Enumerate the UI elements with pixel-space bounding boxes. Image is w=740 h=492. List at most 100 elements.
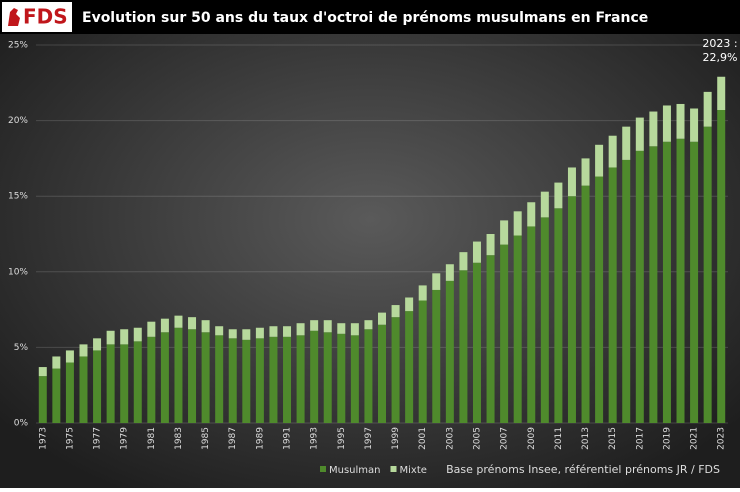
- x-tick-label: 2013: [581, 427, 591, 450]
- bar-segment: [65, 362, 74, 423]
- bar-segment: [337, 323, 346, 334]
- y-tick-label: 10%: [8, 267, 28, 277]
- x-tick-label: 2007: [500, 427, 510, 450]
- chart-title: Evolution sur 50 ans du taux d'octroi de…: [82, 10, 648, 26]
- bar-segment: [296, 323, 305, 336]
- bar-segment: [405, 311, 414, 423]
- bar-segment: [201, 332, 210, 423]
- bar-segment: [608, 167, 617, 423]
- bar-segment: [38, 367, 47, 377]
- bar-segment: [459, 252, 468, 271]
- bar-segment: [79, 356, 88, 423]
- bar-segment: [52, 368, 61, 423]
- x-tick-label: 1981: [147, 427, 157, 450]
- x-tick-label: 1991: [283, 427, 293, 450]
- bar-segment: [106, 344, 115, 423]
- x-tick-label: 2017: [635, 427, 645, 450]
- bar-segment: [690, 141, 699, 423]
- logo-icon: [8, 8, 20, 26]
- bar-segment: [676, 138, 685, 423]
- bar-segment: [93, 338, 102, 351]
- bar-segment: [310, 330, 319, 423]
- bar-segment: [649, 111, 658, 147]
- bar-segment: [418, 300, 427, 423]
- bar-segment: [486, 255, 495, 423]
- bar-segment: [120, 329, 129, 345]
- bar-segment: [350, 323, 359, 336]
- bar-segment: [296, 335, 305, 423]
- bar-segment: [418, 285, 427, 301]
- bar-segment: [147, 321, 156, 337]
- header: [0, 0, 740, 34]
- bar-segment: [540, 217, 549, 423]
- x-tick-label: 1999: [391, 427, 401, 450]
- bar-segment: [405, 297, 414, 312]
- bar-segment: [622, 126, 631, 160]
- bar-segment: [581, 185, 590, 423]
- bar-segment: [662, 105, 671, 142]
- bar-segment: [486, 234, 495, 256]
- bar-segment: [635, 117, 644, 151]
- legend-label: Musulman: [329, 465, 381, 476]
- x-tick-label: 2011: [554, 427, 564, 450]
- bar-segment: [581, 158, 590, 186]
- bar-segment: [513, 211, 522, 236]
- bar-segment: [432, 289, 441, 423]
- bar-segment: [554, 208, 563, 423]
- bar-segment: [717, 110, 726, 424]
- bar-segment: [364, 329, 373, 423]
- bar-segment: [269, 326, 278, 337]
- bar-segment: [133, 327, 142, 342]
- bar-segment: [364, 320, 373, 330]
- y-tick-label: 20%: [8, 116, 28, 126]
- x-tick-label: 1985: [201, 427, 211, 450]
- annotation: 2023 :: [702, 37, 737, 50]
- annotation: 22,9%: [703, 51, 738, 64]
- x-tick-label: 2003: [445, 427, 455, 450]
- x-tick-label: 2015: [608, 427, 618, 450]
- bar-segment: [391, 317, 400, 423]
- bar-segment: [215, 335, 224, 423]
- source: Base prénoms Insee, référentiel prénoms …: [446, 463, 720, 476]
- bar-segment: [472, 262, 481, 423]
- bar-segment: [622, 159, 631, 424]
- bar-segment: [635, 150, 644, 423]
- y-tick-label: 15%: [8, 192, 28, 202]
- bar-segment: [323, 320, 332, 333]
- bar-segment: [79, 344, 88, 357]
- bar-segment: [106, 330, 115, 345]
- bar-segment: [513, 235, 522, 423]
- bar-segment: [567, 167, 576, 197]
- bar-segment: [188, 317, 197, 330]
- x-tick-label: 1987: [228, 427, 238, 450]
- bar-segment: [500, 244, 509, 423]
- bar-segment: [595, 176, 604, 423]
- x-tick-label: 2001: [418, 427, 428, 450]
- bar-segment: [391, 305, 400, 318]
- bar-segment: [283, 326, 292, 337]
- bar-segment: [662, 141, 671, 423]
- bar-segment: [160, 332, 169, 423]
- x-tick-label: 1995: [337, 427, 347, 450]
- bar-segment: [38, 376, 47, 423]
- bar-segment: [378, 324, 386, 423]
- y-tick-label: 25%: [8, 41, 28, 51]
- bar-segment: [703, 91, 712, 127]
- bar-segment: [554, 182, 563, 209]
- x-tick-label: 1997: [364, 427, 374, 450]
- bar-segment: [93, 350, 102, 423]
- bar-segment: [690, 108, 699, 142]
- bar-segment: [147, 336, 156, 423]
- bar-segment: [459, 270, 468, 423]
- x-tick-label: 1989: [255, 427, 265, 450]
- logo: FDS: [23, 5, 68, 29]
- bar-segment: [65, 350, 74, 363]
- y-tick-label: 5%: [14, 343, 29, 353]
- bar-segment: [527, 202, 536, 227]
- bar-segment: [133, 341, 142, 423]
- bar-segment: [567, 196, 576, 423]
- bar-segment: [608, 135, 617, 168]
- bar-segment: [283, 336, 292, 423]
- bar-segment: [228, 338, 237, 423]
